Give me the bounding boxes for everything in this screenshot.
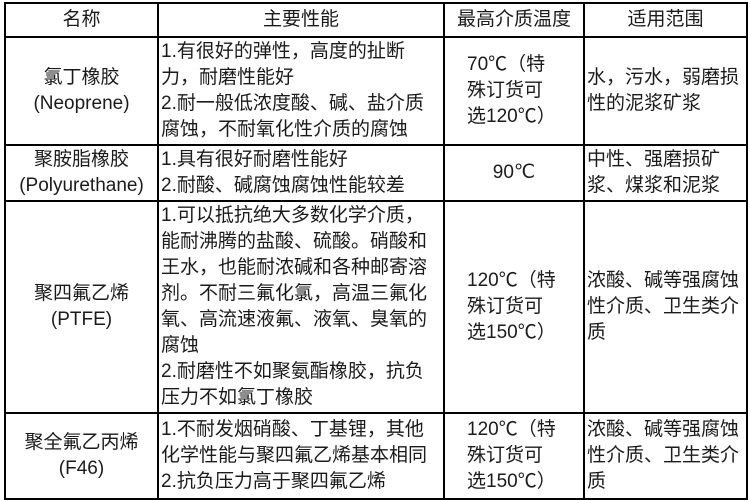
material-name-cell: 聚全氟乙丙烯 (F46) xyxy=(4,412,159,500)
table-row-polyurethane: 聚胺脂橡胶 (Polyurethane) 1.具有很好耐磨性能好 2.耐酸、碱腐… xyxy=(4,144,748,202)
max-temp-cell: 120℃（特殊订货可选150℃） xyxy=(443,200,585,414)
performance-item-1: 1.可以抵抗绝大多数化学介质，能耐沸腾的盐酸、硫酸。硝酸和王水，也能耐浓碱和各种… xyxy=(161,205,428,356)
table-row-ptfe: 聚四氟乙烯 (PTFE) 1.可以抵抗绝大多数化学介质，能耐沸腾的盐酸、硫酸。硝… xyxy=(4,200,748,414)
performance-item-1: 1.不耐发烟硝酸、丁基锂，其他化学性能与聚四氟乙烯基本相同 xyxy=(161,419,428,466)
performance-item-2: 2.耐一般低浓度酸、碱、盐介质腐蚀，不耐氧化性介质的腐蚀 xyxy=(161,93,424,140)
col-header-name: 名称 xyxy=(4,2,159,38)
performance-item-2: 2.耐酸、碱腐蚀腐蚀性能较差 xyxy=(161,175,405,196)
max-temp-value: 120℃（特殊订货可选150℃） xyxy=(467,270,556,343)
material-name-zh: 聚全氟乙丙烯 xyxy=(24,432,139,453)
table-row-f46: 聚全氟乙丙烯 (F46) 1.不耐发烟硝酸、丁基锂，其他化学性能与聚四氟乙烯基本… xyxy=(4,412,748,500)
material-name-zh: 聚胺脂橡胶 xyxy=(33,149,129,170)
max-temp-cell: 70℃（特殊订货可选120℃） xyxy=(443,36,585,146)
table-row-neoprene: 氯丁橡胶 (Neoprene) 1.有很好的弹性，高度的扯断力，耐磨性能好 2.… xyxy=(4,36,748,146)
col-header-application: 适用范围 xyxy=(583,2,748,38)
material-name-en: (Polyurethane) xyxy=(19,175,144,196)
max-temp-value: 120℃（特殊订货可选150℃） xyxy=(467,419,556,492)
material-name-zh: 聚四氟乙烯 xyxy=(33,283,129,304)
application-cell: 中性、强磨损矿浆、煤浆和泥浆 xyxy=(583,144,748,202)
application-value: 水，污水，弱磨损性的泥浆矿浆 xyxy=(587,67,740,114)
performance-item-1: 1.有很好的弹性，高度的扯断力，耐磨性能好 xyxy=(161,41,405,88)
max-temp-value: 70℃（特殊订货可选120℃） xyxy=(467,54,556,127)
material-name-zh: 氯丁橡胶 xyxy=(43,67,120,88)
material-name-cell: 聚胺脂橡胶 (Polyurethane) xyxy=(4,144,159,202)
performance-item-1: 1.具有很好耐磨性能好 xyxy=(161,149,348,170)
performance-cell: 1.可以抵抗绝大多数化学介质，能耐沸腾的盐酸、硫酸。硝酸和王水，也能耐浓碱和各种… xyxy=(157,200,445,414)
material-name-cell: 氯丁橡胶 (Neoprene) xyxy=(4,36,159,146)
application-value: 浓酸、碱等强腐蚀性介质、卫生类介质 xyxy=(587,419,740,492)
col-header-performance: 主要性能 xyxy=(157,2,445,38)
material-name-en: (PTFE) xyxy=(50,309,113,330)
material-name-en: (Neoprene) xyxy=(33,93,130,114)
performance-item-2: 2.耐磨性不如聚氨酯橡胶，抗负压力不如氯丁橡胶 xyxy=(161,361,424,408)
col-header-max-temp: 最高介质温度 xyxy=(443,2,585,38)
application-cell: 水，污水，弱磨损性的泥浆矿浆 xyxy=(583,36,748,146)
material-name-cell: 聚四氟乙烯 (PTFE) xyxy=(4,200,159,414)
material-name-en: (F46) xyxy=(58,458,105,479)
max-temp-value: 90℃ xyxy=(492,161,536,183)
application-value: 中性、强磨损矿浆、煤浆和泥浆 xyxy=(587,149,721,196)
performance-cell: 1.不耐发烟硝酸、丁基锂，其他化学性能与聚四氟乙烯基本相同 2.抗负压力高于聚四… xyxy=(157,412,445,500)
max-temp-cell: 90℃ xyxy=(443,144,585,202)
application-value: 浓酸、碱等强腐蚀性介质、卫生类介质 xyxy=(587,270,740,343)
application-cell: 浓酸、碱等强腐蚀性介质、卫生类介质 xyxy=(583,200,748,414)
performance-cell: 1.具有很好耐磨性能好 2.耐酸、碱腐蚀腐蚀性能较差 xyxy=(157,144,445,202)
performance-cell: 1.有很好的弹性，高度的扯断力，耐磨性能好 2.耐一般低浓度酸、碱、盐介质腐蚀，… xyxy=(157,36,445,146)
performance-item-2: 2.抗负压力高于聚四氟乙烯 xyxy=(161,471,386,492)
table-header-row: 名称 主要性能 最高介质温度 适用范围 xyxy=(4,2,748,38)
max-temp-cell: 120℃（特殊订货可选150℃） xyxy=(443,412,585,500)
application-cell: 浓酸、碱等强腐蚀性介质、卫生类介质 xyxy=(583,412,748,500)
lining-material-table: 名称 主要性能 最高介质温度 适用范围 氯丁橡胶 (Neoprene) 1.有很… xyxy=(4,2,748,500)
